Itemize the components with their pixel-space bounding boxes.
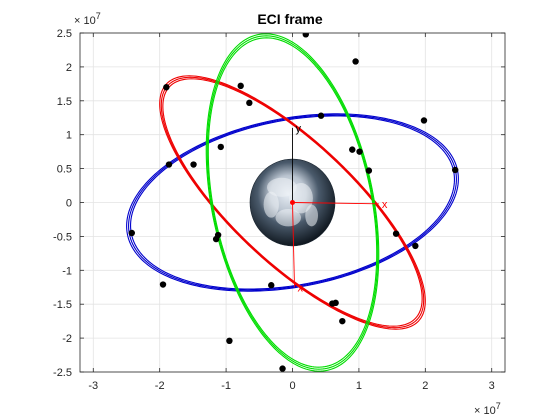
x-exponent-label: × 107 [474,401,501,417]
satellite-marker [226,337,233,345]
satellite-marker [329,300,336,307]
y-tick-label: 0 [66,198,72,210]
earth-ice-patch [305,204,318,227]
frame-origin [290,200,295,205]
chart-title: ECI frame [257,11,323,27]
y-tick-label: -1.5 [53,299,72,311]
satellite-marker [352,58,359,65]
earth-ice-patch [289,182,313,214]
frame-axes: x y x [290,123,388,294]
satellite-marker [339,317,346,325]
satellite-marker [214,231,222,239]
earth-ice-patch [267,177,297,197]
x-exponent-base: × 10 [474,405,496,417]
satellite-marker [190,161,197,168]
ticks: -3 -2 -1 0 1 2 3 -2.5 -2 -1.5 -1 -0.5 0 0.5 1 1.5 2 2.5 [53,28,505,392]
satellite-marker [392,230,400,237]
y-tick-label: 0.5 [57,164,72,176]
satellite-marker [165,161,173,168]
satellite-marker [246,99,253,107]
satellite-marker [159,281,167,288]
y-tick-label: 1 [66,130,72,142]
satellite-marker [412,242,419,250]
frame-axis-label: x [297,282,303,294]
y-tick-label: 2.5 [57,28,72,40]
y-tick-label: -2.5 [53,367,72,379]
satellite-marker [302,33,309,38]
x-tick-label: 0 [289,380,295,392]
satellite-marker [317,112,325,119]
frame-axis-line [292,202,295,288]
x-exponent-power: 7 [496,401,501,411]
x-tick-label: 2 [422,380,428,392]
orbit-path [126,113,459,292]
satellite-marker [349,146,356,153]
x-tick-label: -1 [221,380,231,392]
y-tick-label: 1.5 [57,96,72,108]
satellite-marker [365,167,373,174]
y-tick-label: -2 [62,333,72,345]
satellite-marker [217,143,224,151]
satellite-markers [128,33,459,372]
satellite-marker [237,82,244,90]
orbit-path [207,37,378,368]
satellite-marker [420,117,428,124]
x-tick-label: 3 [489,380,495,392]
earth-ice-patch [275,209,301,227]
x-tick-label: -2 [155,380,165,392]
y-exponent-label: × 107 [74,11,101,27]
satellite-marker [356,148,363,155]
frame-axis-label: y [296,123,302,135]
orbit-path [205,33,380,372]
satellite-marker [451,166,459,174]
x-tick-label: -3 [88,380,98,392]
y-exponent-base: × 10 [74,15,96,27]
y-exponent-power: 7 [96,11,101,21]
frame-axis-label: x [382,199,388,211]
orbit-path [206,35,379,370]
satellite-marker [268,282,275,289]
satellite-marker [128,229,135,237]
x-tick-label: 1 [356,380,362,392]
y-tick-label: -0.5 [53,231,72,243]
satellite-marker [279,365,286,372]
frame-axis-line [292,202,379,205]
earth-ice-patch [263,191,279,218]
y-tick-label: 2 [66,62,72,74]
satellite-marker [163,84,170,91]
y-tick-label: -1 [62,265,72,277]
